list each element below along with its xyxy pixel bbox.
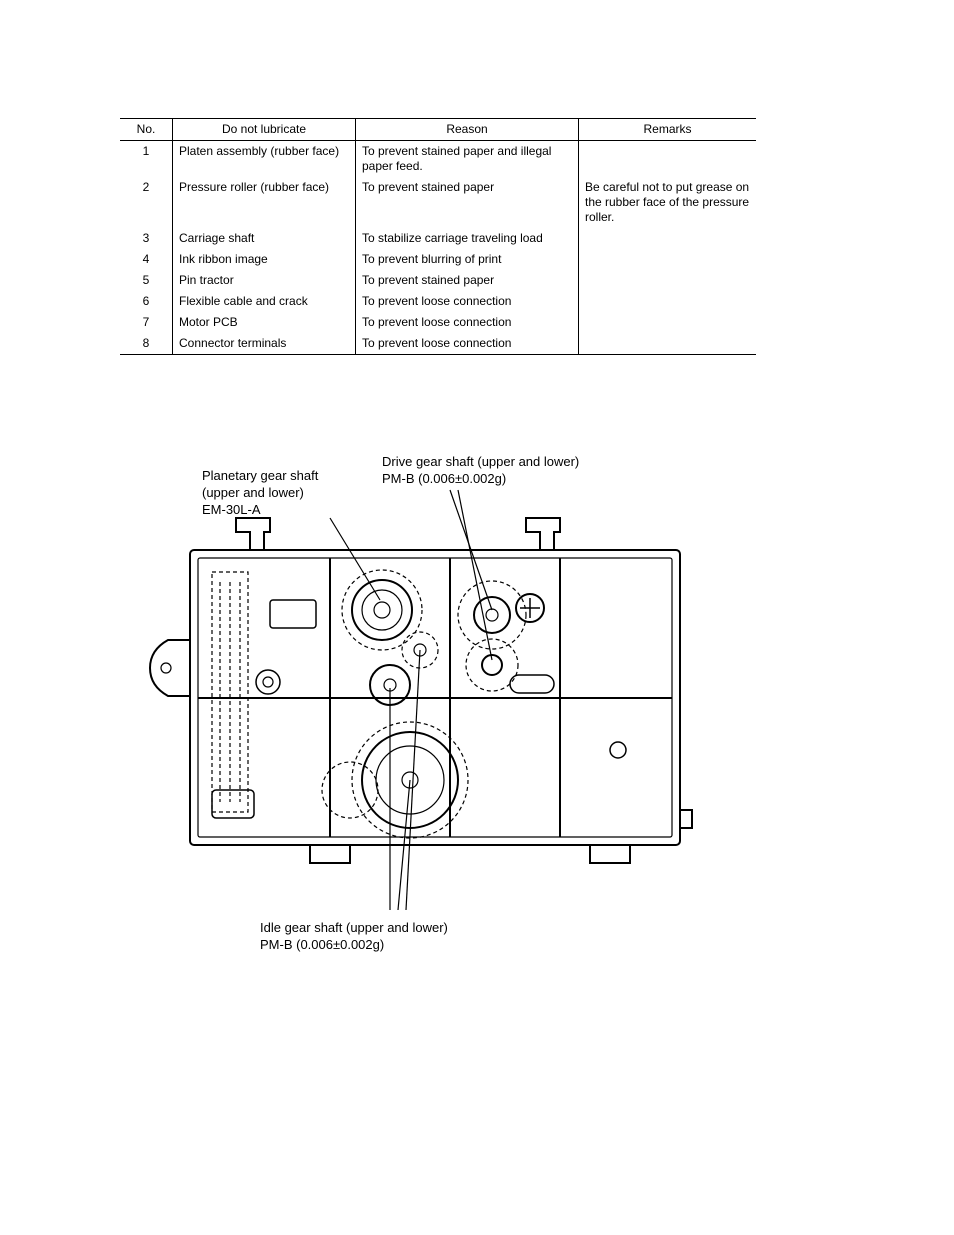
cell-reason: To stabilize carriage traveling load [356, 228, 579, 249]
cell-remarks [579, 270, 757, 291]
page: No. Do not lubricate Reason Remarks 1 Pl… [0, 0, 954, 1235]
callout-planetary-l2: (upper and lower) [202, 485, 304, 500]
lubrication-table: No. Do not lubricate Reason Remarks 1 Pl… [120, 118, 756, 355]
table-header-row: No. Do not lubricate Reason Remarks [120, 119, 756, 141]
cell-no: 8 [120, 333, 173, 355]
col-header-remarks: Remarks [579, 119, 757, 141]
cell-no: 2 [120, 177, 173, 228]
callout-drive-l2: PM-B (0.006±0.002g) [382, 471, 506, 486]
table-row: 6 Flexible cable and crack To prevent lo… [120, 291, 756, 312]
callout-planetary-l3: EM-30L-A [202, 502, 261, 517]
table-body: 1 Platen assembly (rubber face) To preve… [120, 141, 756, 355]
cell-remarks: Be careful not to put grease on the rubb… [579, 177, 757, 228]
cell-no: 6 [120, 291, 173, 312]
lubrication-table-wrap: No. Do not lubricate Reason Remarks 1 Pl… [120, 118, 756, 355]
table-row: 1 Platen assembly (rubber face) To preve… [120, 141, 756, 178]
callout-planetary: Planetary gear shaft (upper and lower) E… [202, 468, 382, 519]
cell-remarks [579, 312, 757, 333]
cell-part: Ink ribbon image [173, 249, 356, 270]
cell-reason: To prevent stained paper [356, 270, 579, 291]
cell-part: Motor PCB [173, 312, 356, 333]
cell-part: Flexible cable and crack [173, 291, 356, 312]
col-header-part: Do not lubricate [173, 119, 356, 141]
col-header-no: No. [120, 119, 173, 141]
col-header-reason: Reason [356, 119, 579, 141]
cell-no: 7 [120, 312, 173, 333]
table-row: 7 Motor PCB To prevent loose connection [120, 312, 756, 333]
table-row: 8 Connector terminals To prevent loose c… [120, 333, 756, 355]
table-row: 4 Ink ribbon image To prevent blurring o… [120, 249, 756, 270]
cell-part: Platen assembly (rubber face) [173, 141, 356, 178]
table-row: 5 Pin tractor To prevent stained paper [120, 270, 756, 291]
cell-no: 5 [120, 270, 173, 291]
cell-reason: To prevent loose connection [356, 333, 579, 355]
cell-part: Connector terminals [173, 333, 356, 355]
cell-reason: To prevent loose connection [356, 291, 579, 312]
callout-drive-l1: Drive gear shaft (upper and lower) [382, 454, 579, 469]
cell-remarks [579, 291, 757, 312]
callout-drive: Drive gear shaft (upper and lower) PM-B … [382, 454, 642, 488]
table-row: 3 Carriage shaft To stabilize carriage t… [120, 228, 756, 249]
cell-remarks [579, 249, 757, 270]
cell-no: 4 [120, 249, 173, 270]
callout-idle-l2: PM-B (0.006±0.002g) [260, 937, 384, 952]
table-row: 2 Pressure roller (rubber face) To preve… [120, 177, 756, 228]
cell-part: Carriage shaft [173, 228, 356, 249]
cell-remarks [579, 228, 757, 249]
cell-reason: To prevent stained paper and illegal pap… [356, 141, 579, 178]
cell-part: Pin tractor [173, 270, 356, 291]
cell-reason: To prevent blurring of print [356, 249, 579, 270]
callout-idle: Idle gear shaft (upper and lower) PM-B (… [260, 920, 520, 954]
cell-reason: To prevent stained paper [356, 177, 579, 228]
callout-idle-l1: Idle gear shaft (upper and lower) [260, 920, 448, 935]
cell-part: Pressure roller (rubber face) [173, 177, 356, 228]
cell-remarks [579, 333, 757, 355]
cell-reason: To prevent loose connection [356, 312, 579, 333]
cell-remarks [579, 141, 757, 178]
cell-no: 1 [120, 141, 173, 178]
callout-planetary-l1: Planetary gear shaft [202, 468, 318, 483]
cell-no: 3 [120, 228, 173, 249]
lubrication-figure: Planetary gear shaft (upper and lower) E… [120, 450, 740, 1010]
